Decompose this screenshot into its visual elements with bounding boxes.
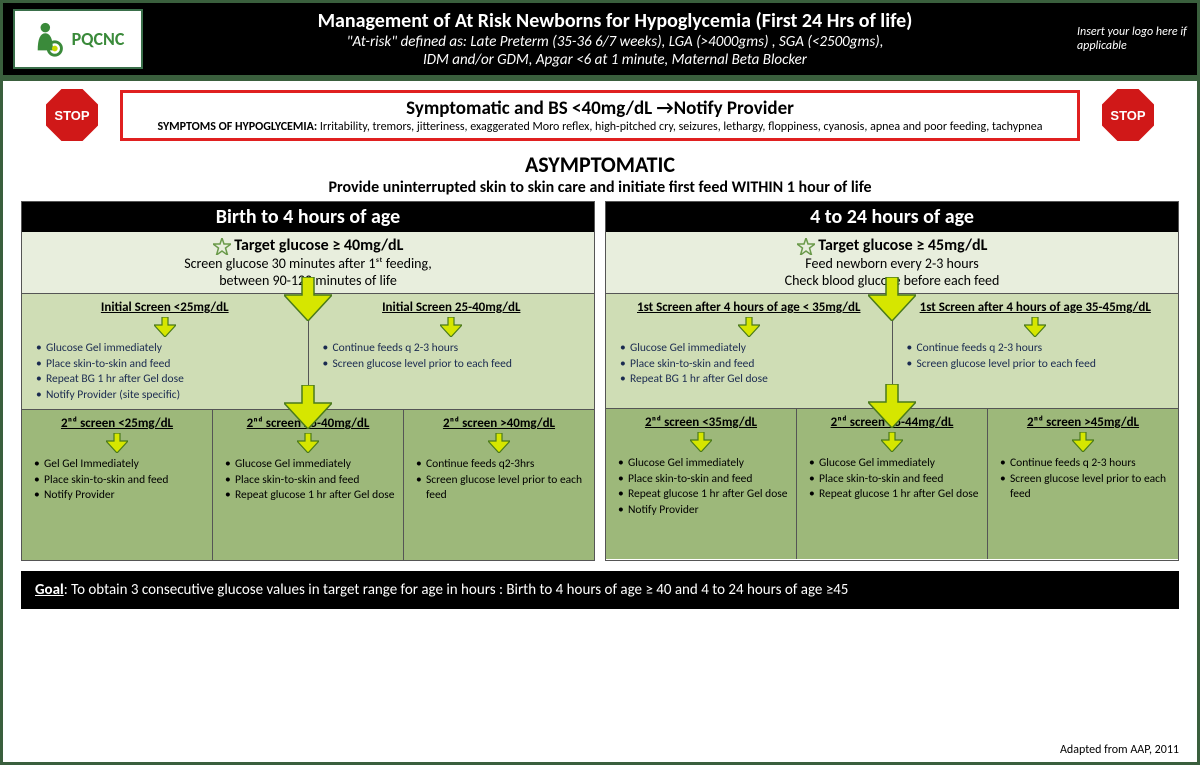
header-title: Management of At Risk Newborns for Hypog… xyxy=(153,9,1077,33)
list-item: Continue feeds q 2-3 hours xyxy=(907,341,1169,357)
logo-placeholder: Insert your logo here if applicable xyxy=(1077,25,1187,54)
arrow-down-icon xyxy=(488,433,510,453)
pqcnc-logo-icon xyxy=(32,20,70,58)
column-birth-4hrs: Birth to 4 hours of age Target glucose ≥… xyxy=(21,201,595,561)
initial-screen-lt25: Initial Screen <25mg/dL Glucose Gel imme… xyxy=(22,294,308,409)
arrow-down-icon xyxy=(284,277,332,321)
list-item: Repeat glucose 1 hr after Gel dose xyxy=(225,488,395,504)
first-screen-lt35: 1st Screen after 4 hours of age < 35mg/d… xyxy=(606,294,892,408)
list-item: Glucose Gel immediately xyxy=(620,341,882,357)
list-item: Place skin-to-skin and feed xyxy=(809,472,979,488)
alert-box: Symptomatic and BS <40mg/dL →Notify Prov… xyxy=(120,90,1080,141)
list-item: Continue feeds q2-3hrs xyxy=(416,457,586,473)
stop-sign-right-icon xyxy=(1100,87,1156,143)
list-item: Place skin-to-skin and feed xyxy=(225,473,395,489)
col-right-header: 4 to 24 hours of age xyxy=(606,202,1178,232)
list-item: Screen glucose level prior to each feed xyxy=(1000,472,1170,503)
second-screen-lt35: 2ⁿᵈ screen <35mg/dL Glucose Gel immediat… xyxy=(606,409,796,559)
second-screen-gt40: 2ⁿᵈ screen >40mg/dL Continue feeds q2-3h… xyxy=(403,410,594,560)
logo-text: PQCNC xyxy=(72,28,125,50)
second-screen-lt25: 2ⁿᵈ screen <25mg/dL Gel Gel ImmediatelyP… xyxy=(22,410,212,560)
list-item: Repeat BG 1 hr after Gel dose xyxy=(620,372,882,388)
list-item: Repeat glucose 1 hr after Gel dose xyxy=(809,487,979,503)
list-item: Glucose Gel immediately xyxy=(36,341,298,357)
list-item: Notify Provider xyxy=(34,488,204,504)
list-item: Glucose Gel immediately xyxy=(618,456,788,472)
second-screen-25-40: 2ⁿᵈ screen 25-40mg/dL Glucose Gel immedi… xyxy=(212,410,403,560)
list-item: Place skin-to-skin and feed xyxy=(618,472,788,488)
alert-row: Symptomatic and BS <40mg/dL →Notify Prov… xyxy=(3,81,1197,149)
arrow-down-icon xyxy=(881,432,903,452)
arrow-down-icon xyxy=(297,433,319,453)
list-item: Continue feeds q 2-3 hours xyxy=(1000,456,1170,472)
second-screen-gt45: 2ⁿᵈ screen >45mg/dL Continue feeds q 2-3… xyxy=(987,409,1178,559)
arrow-down-icon xyxy=(154,317,176,337)
list-item: Notify Provider (site specific) xyxy=(36,388,298,404)
first-screen-35-45: 1st Screen after 4 hours of age 35-45mg/… xyxy=(892,294,1179,408)
list-item: Place skin-to-skin and feed xyxy=(34,473,204,489)
goal-bar: Goal: To obtain 3 consecutive glucose va… xyxy=(21,571,1179,609)
asymptomatic-title: ASYMPTOMATIC xyxy=(3,151,1197,178)
column-4-24hrs: 4 to 24 hours of age Target glucose ≥ 45… xyxy=(605,201,1179,561)
second-screen-35-44: 2ⁿᵈ screen 35-44mg/dL Glucose Gel immedi… xyxy=(796,409,987,559)
list-item: Glucose Gel immediately xyxy=(225,457,395,473)
header-subtitle2: IDM and/or GDM, Apgar <6 at 1 minute, Ma… xyxy=(153,51,1077,69)
col-right-second-row: 2ⁿᵈ screen <35mg/dL Glucose Gel immediat… xyxy=(606,409,1178,559)
list-item: Screen glucose level prior to each feed xyxy=(416,473,586,504)
list-item: Continue feeds q 2-3 hours xyxy=(323,341,585,357)
list-item: Place skin-to-skin and feed xyxy=(36,357,298,373)
asymptomatic-sub: Provide uninterrupted skin to skin care … xyxy=(3,178,1197,197)
list-item: Repeat glucose 1 hr after Gel dose xyxy=(618,487,788,503)
list-item: Screen glucose level prior to each feed xyxy=(323,357,585,373)
col-left-header: Birth to 4 hours of age xyxy=(22,202,594,232)
star-icon xyxy=(213,238,231,255)
arrow-down-icon xyxy=(738,317,760,337)
arrow-down-icon xyxy=(1024,317,1046,337)
col-left-target: Target glucose ≥ 40mg/dL Screen glucose … xyxy=(22,232,594,294)
list-item: Screen glucose level prior to each feed xyxy=(907,357,1169,373)
list-item: Glucose Gel immediately xyxy=(809,456,979,472)
arrow-down-icon xyxy=(1072,432,1094,452)
alert-title: Symptomatic and BS <40mg/dL →Notify Prov… xyxy=(143,97,1057,120)
initial-screen-25-40: Initial Screen 25-40mg/dL Continue feeds… xyxy=(308,294,595,409)
logo-box: PQCNC xyxy=(13,9,143,69)
arrow-down-icon xyxy=(690,432,712,452)
col-left-second-row: 2ⁿᵈ screen <25mg/dL Gel Gel ImmediatelyP… xyxy=(22,410,594,560)
star-icon xyxy=(797,238,815,255)
header-bar: PQCNC Management of At Risk Newborns for… xyxy=(3,3,1197,75)
arrow-down-icon xyxy=(868,384,916,428)
alert-symptoms: SYMPTOMS OF HYPOGLYCEMIA: Irritability, … xyxy=(143,120,1057,134)
stop-sign-left-icon xyxy=(44,87,100,143)
list-item: Gel Gel Immediately xyxy=(34,457,204,473)
list-item: Repeat BG 1 hr after Gel dose xyxy=(36,372,298,388)
footer-citation: Adapted from AAP, 2011 xyxy=(1060,743,1179,757)
columns: Birth to 4 hours of age Target glucose ≥… xyxy=(3,201,1197,561)
header-subtitle1: "At-risk" defined as: Late Preterm (35-3… xyxy=(153,33,1077,51)
arrow-down-icon xyxy=(284,385,332,429)
arrow-down-icon xyxy=(440,317,462,337)
list-item: Notify Provider xyxy=(618,503,788,519)
arrow-down-icon xyxy=(868,277,916,321)
col-right-target: Target glucose ≥ 45mg/dL Feed newborn ev… xyxy=(606,232,1178,294)
list-item: Place skin-to-skin and feed xyxy=(620,357,882,373)
arrow-down-icon xyxy=(106,433,128,453)
header-text: Management of At Risk Newborns for Hypog… xyxy=(153,9,1077,69)
